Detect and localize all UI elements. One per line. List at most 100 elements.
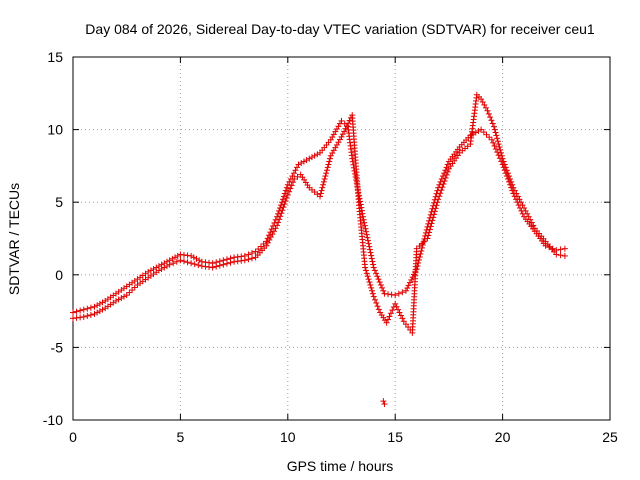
data-point (294, 164, 301, 171)
data-point (521, 205, 528, 212)
data-point (94, 309, 101, 316)
data-point (283, 194, 290, 201)
data-point (363, 231, 370, 238)
data-point (264, 239, 271, 246)
data-point (77, 307, 84, 314)
data-point (252, 248, 259, 255)
grid-lines (73, 57, 610, 420)
data-point (381, 401, 388, 408)
data-point (511, 187, 518, 194)
data-point (557, 252, 564, 259)
data-point (290, 170, 297, 177)
data-point (330, 131, 337, 138)
data-point (145, 268, 152, 275)
data-point (319, 184, 326, 191)
data-point (249, 255, 255, 262)
data-point (489, 120, 496, 127)
data-point (87, 304, 94, 311)
data-point (333, 141, 340, 148)
data-point (99, 306, 106, 313)
data-point (501, 161, 508, 168)
data-point (431, 211, 438, 218)
data-point (373, 299, 380, 306)
data-point (405, 282, 412, 289)
data-point (369, 258, 376, 265)
data-point (365, 240, 372, 247)
data-point (429, 217, 436, 224)
data-point (438, 187, 445, 194)
data-point (255, 246, 262, 253)
data-point (306, 155, 313, 162)
data-point (491, 142, 498, 149)
data-point (99, 299, 106, 306)
data-point (363, 270, 370, 277)
data-point (333, 125, 340, 132)
data-point (377, 281, 384, 288)
data-point (404, 285, 411, 292)
data-point (349, 155, 356, 162)
data-point (406, 279, 413, 286)
data-point (323, 167, 330, 174)
data-point (70, 309, 76, 316)
y-tick-label: 10 (47, 122, 63, 138)
data-point (561, 252, 568, 259)
data-point (435, 184, 442, 191)
y-tick-label: -10 (43, 412, 63, 428)
data-point (365, 237, 372, 244)
data-point (300, 158, 307, 165)
data-point (508, 178, 515, 185)
data-point (524, 210, 531, 217)
data-point (80, 313, 87, 320)
data-point (425, 232, 432, 239)
data-point (335, 123, 342, 130)
data-point (413, 245, 420, 252)
data-point (478, 126, 485, 133)
data-point (177, 257, 184, 264)
data-point (338, 117, 345, 124)
data-point (213, 263, 220, 270)
data-point (417, 250, 424, 257)
data-point (91, 311, 98, 318)
x-tick-label: 25 (602, 429, 618, 445)
data-point (161, 264, 168, 271)
data-point (419, 241, 426, 248)
data-point (399, 289, 406, 296)
data-point (374, 303, 381, 310)
data-point (195, 262, 202, 269)
data-point (375, 276, 382, 283)
data-point (371, 267, 378, 274)
data-point (91, 303, 98, 310)
data-point (359, 213, 366, 220)
data-point (84, 312, 91, 319)
data-point (190, 254, 197, 261)
data-point (491, 123, 498, 130)
data-point (163, 263, 170, 270)
data-point (363, 228, 370, 235)
data-point (507, 175, 514, 182)
data-point (437, 190, 444, 197)
data-point (365, 276, 372, 283)
x-tick-label: 0 (69, 429, 77, 445)
data-point (367, 249, 374, 256)
data-point (385, 316, 392, 323)
data-point (84, 305, 91, 312)
data-point (386, 313, 393, 320)
data-point (318, 187, 325, 194)
data-point (94, 302, 101, 309)
data-point (395, 306, 402, 313)
data-point (432, 205, 439, 212)
data-point (147, 267, 154, 274)
data-point (325, 161, 332, 168)
data-point (428, 220, 435, 227)
data-point (426, 229, 433, 236)
data-point (196, 257, 203, 264)
y-tick-label: 0 (55, 267, 63, 283)
data-point (193, 255, 200, 262)
data-point (227, 259, 234, 266)
y-tick-labels: -10 -5 0 5 10 15 (43, 49, 63, 428)
data-point (392, 292, 399, 299)
data-point (283, 184, 290, 191)
data-point (311, 152, 318, 159)
data-point (96, 308, 103, 315)
